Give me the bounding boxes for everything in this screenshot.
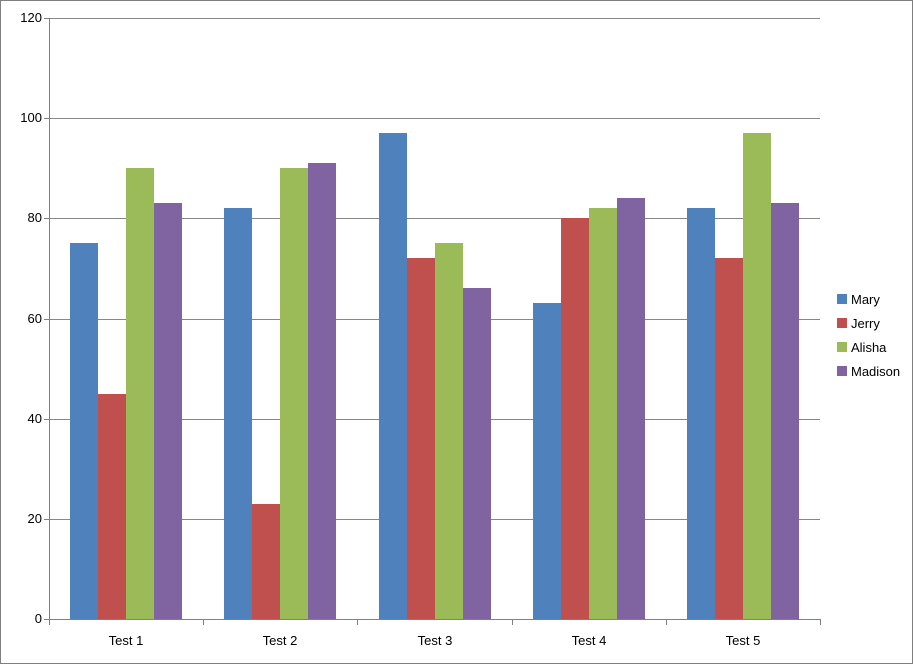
x-axis-tick-5 xyxy=(820,620,821,625)
bar-madison-test-2[interactable] xyxy=(308,163,337,619)
gridline-100 xyxy=(49,118,820,119)
bar-madison-test-5[interactable] xyxy=(770,203,799,619)
x-axis-label-test-2: Test 2 xyxy=(262,633,298,648)
bar-jerry-test-5[interactable] xyxy=(714,258,743,619)
y-axis-tick-100 xyxy=(44,118,49,119)
bar-mary-test-2[interactable] xyxy=(224,208,253,619)
bar-jerry-test-2[interactable] xyxy=(252,504,281,619)
bar-alisha-test-5[interactable] xyxy=(742,133,771,619)
x-axis-tick-0 xyxy=(49,620,50,625)
y-axis-label-120: 120 xyxy=(20,10,42,25)
y-axis-tick-20 xyxy=(44,519,49,520)
gridline-80 xyxy=(49,218,820,219)
y-axis-tick-60 xyxy=(44,319,49,320)
y-axis-tick-40 xyxy=(44,419,49,420)
bar-madison-test-3[interactable] xyxy=(462,288,491,619)
bar-mary-test-5[interactable] xyxy=(686,208,715,619)
legend-swatch-jerry-icon xyxy=(837,318,847,328)
bar-jerry-test-3[interactable] xyxy=(406,258,435,619)
y-axis-label-80: 80 xyxy=(27,210,42,225)
legend-swatch-alisha-icon xyxy=(837,342,847,352)
x-axis-label-test-5: Test 5 xyxy=(725,633,761,648)
legend-item-mary[interactable]: Mary xyxy=(837,287,900,311)
y-axis-line xyxy=(49,18,50,620)
bar-alisha-test-1[interactable] xyxy=(126,168,155,619)
legend-item-alisha[interactable]: Alisha xyxy=(837,335,900,359)
bar-mary-test-3[interactable] xyxy=(378,133,407,619)
x-axis-tick-2 xyxy=(357,620,358,625)
x-axis-tick-3 xyxy=(512,620,513,625)
legend: Mary Jerry Alisha Madison xyxy=(837,287,900,383)
legend-swatch-madison-icon xyxy=(837,366,847,376)
y-axis-tick-120 xyxy=(44,18,49,19)
bar-jerry-test-4[interactable] xyxy=(560,218,589,619)
y-axis-label-100: 100 xyxy=(20,110,42,125)
y-axis-tick-0 xyxy=(44,619,49,620)
bar-alisha-test-4[interactable] xyxy=(588,208,617,619)
legend-item-jerry[interactable]: Jerry xyxy=(837,311,900,335)
bar-madison-test-1[interactable] xyxy=(154,203,183,619)
bar-madison-test-4[interactable] xyxy=(616,198,645,619)
x-axis-label-test-1: Test 1 xyxy=(108,633,144,648)
gridline-120 xyxy=(49,18,820,19)
legend-label-mary: Mary xyxy=(851,291,880,307)
y-axis-label-0: 0 xyxy=(34,611,42,626)
legend-label-madison: Madison xyxy=(851,363,901,379)
y-axis-label-20: 20 xyxy=(27,511,42,526)
legend-label-jerry: Jerry xyxy=(851,315,880,331)
bar-alisha-test-2[interactable] xyxy=(280,168,309,619)
x-axis-tick-4 xyxy=(666,620,667,625)
bar-mary-test-4[interactable] xyxy=(532,303,561,619)
y-axis-tick-80 xyxy=(44,218,49,219)
x-axis-tick-1 xyxy=(203,620,204,625)
bar-mary-test-1[interactable] xyxy=(70,243,99,619)
bar-jerry-test-1[interactable] xyxy=(98,394,127,619)
y-axis-label-60: 60 xyxy=(27,311,42,326)
x-axis-label-test-3: Test 3 xyxy=(417,633,453,648)
x-axis-line xyxy=(49,619,821,620)
y-axis-label-40: 40 xyxy=(27,411,42,426)
x-axis-label-test-4: Test 4 xyxy=(571,633,607,648)
legend-swatch-mary-icon xyxy=(837,294,847,304)
legend-label-alisha: Alisha xyxy=(851,339,887,355)
bar-alisha-test-3[interactable] xyxy=(434,243,463,619)
legend-item-madison[interactable]: Madison xyxy=(837,359,900,383)
